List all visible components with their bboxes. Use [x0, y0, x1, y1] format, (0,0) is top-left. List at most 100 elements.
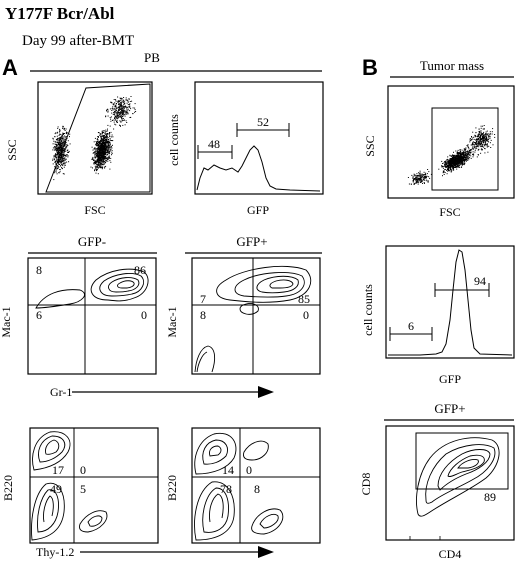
scatter-dot — [60, 134, 62, 136]
scatter-dot — [487, 139, 489, 141]
mac-gfp-neg-plot: 8 86 6 0 Mac-1 — [0, 257, 157, 375]
scatter-dot — [55, 169, 57, 171]
scatter-dot — [460, 160, 462, 162]
scatter-dot — [480, 138, 482, 140]
scatter-dot — [445, 166, 447, 168]
scatter-dot — [481, 141, 483, 143]
scatter-dot — [105, 130, 107, 132]
scatter-dot — [454, 161, 456, 163]
scatter-dot — [61, 167, 63, 169]
scatter-dot — [426, 173, 428, 175]
scatter-dot — [57, 165, 58, 167]
scatter-dot — [110, 140, 112, 141]
scatter-dot — [125, 120, 127, 122]
scatter-dot — [105, 148, 107, 150]
scatter-dot — [62, 165, 64, 167]
tumor-scatter-frame — [387, 85, 515, 199]
scatter-dot — [64, 165, 66, 166]
scatter-dot — [423, 177, 425, 179]
scatter-dot — [458, 160, 460, 162]
scatter-dot — [104, 152, 106, 153]
scatter-dot — [425, 172, 427, 174]
scatter-dot — [463, 154, 465, 156]
scatter-dot — [451, 170, 452, 172]
scatter-dot — [112, 113, 114, 115]
scatter-dot — [481, 134, 483, 135]
scatter-dot — [57, 140, 59, 142]
scatter-dot — [65, 136, 67, 138]
scatter-dot — [104, 166, 106, 168]
scatter-dot — [107, 141, 109, 143]
scatter-dot — [102, 157, 104, 159]
scatter-dot — [101, 147, 103, 149]
scatter-dot — [102, 145, 104, 147]
scatter-dot — [447, 169, 449, 171]
tumor-scatter-xlabel: FSC — [439, 205, 460, 219]
scatter-dot — [60, 155, 62, 157]
scatter-dot — [123, 110, 125, 112]
scatter-dot — [478, 140, 480, 142]
mac-pos-contour — [216, 265, 312, 303]
scatter-dot — [417, 183, 419, 185]
scatter-dot — [119, 100, 121, 102]
scatter-dot — [66, 150, 68, 151]
scatter-dot — [106, 140, 108, 141]
scatter-dot — [475, 135, 477, 137]
scatter-dot — [109, 148, 111, 150]
panel-b-group-label: Tumor mass — [420, 58, 484, 73]
scatter-dot — [127, 109, 129, 111]
scatter-dot — [478, 128, 480, 130]
scatter-dot — [134, 103, 136, 105]
scatter-dot — [100, 146, 102, 148]
scatter-dot — [442, 172, 444, 174]
scatter-dot — [463, 155, 465, 157]
scatter-dot — [58, 153, 60, 155]
scatter-dot — [113, 121, 115, 123]
scatter-dot — [61, 160, 63, 162]
scatter-dot — [63, 166, 65, 168]
scatter-dot — [459, 161, 461, 163]
scatter-dot — [478, 138, 479, 139]
scatter-dot — [99, 159, 101, 161]
scatter-dot — [461, 154, 463, 156]
scatter-dot — [95, 167, 96, 169]
scatter-dot — [106, 133, 108, 135]
scatter-dot — [427, 181, 429, 183]
scatter-dot — [61, 139, 63, 141]
scatter-dot — [488, 134, 490, 136]
scatter-dot — [104, 149, 106, 150]
scatter-dot — [455, 160, 457, 161]
scatter-dot — [127, 100, 129, 102]
scatter-dot — [419, 172, 421, 174]
scatter-dot — [65, 154, 67, 156]
scatter-dot — [120, 98, 122, 99]
scatter-dot — [101, 131, 103, 133]
scatter-dot — [56, 149, 58, 151]
scatter-dot — [98, 159, 100, 161]
scatter-dot — [454, 158, 456, 160]
scatter-dot — [127, 101, 129, 103]
scatter-dot — [483, 131, 485, 133]
scatter-dot — [446, 158, 448, 160]
scatter-dot — [58, 147, 60, 149]
scatter-dot — [61, 142, 63, 144]
scatter-dot — [467, 159, 469, 161]
scatter-dot — [478, 131, 480, 133]
scatter-dot — [450, 165, 452, 167]
scatter-dot — [103, 136, 105, 138]
b220-pos-contour — [194, 432, 237, 475]
cd-contour — [416, 437, 500, 517]
scatter-dot — [112, 119, 114, 121]
scatter-dot — [118, 101, 119, 103]
scatter-dot — [57, 131, 59, 133]
scatter-dot — [93, 161, 95, 163]
scatter-dot — [476, 156, 478, 158]
scatter-dot — [121, 105, 123, 107]
scatter-dot — [453, 157, 455, 159]
scatter-dot — [454, 165, 456, 166]
scatter-dot — [465, 160, 467, 162]
scatter-dot — [99, 161, 100, 163]
scatter-dot — [58, 144, 60, 145]
scatter-dot — [54, 143, 56, 145]
scatter-dot — [489, 134, 491, 136]
